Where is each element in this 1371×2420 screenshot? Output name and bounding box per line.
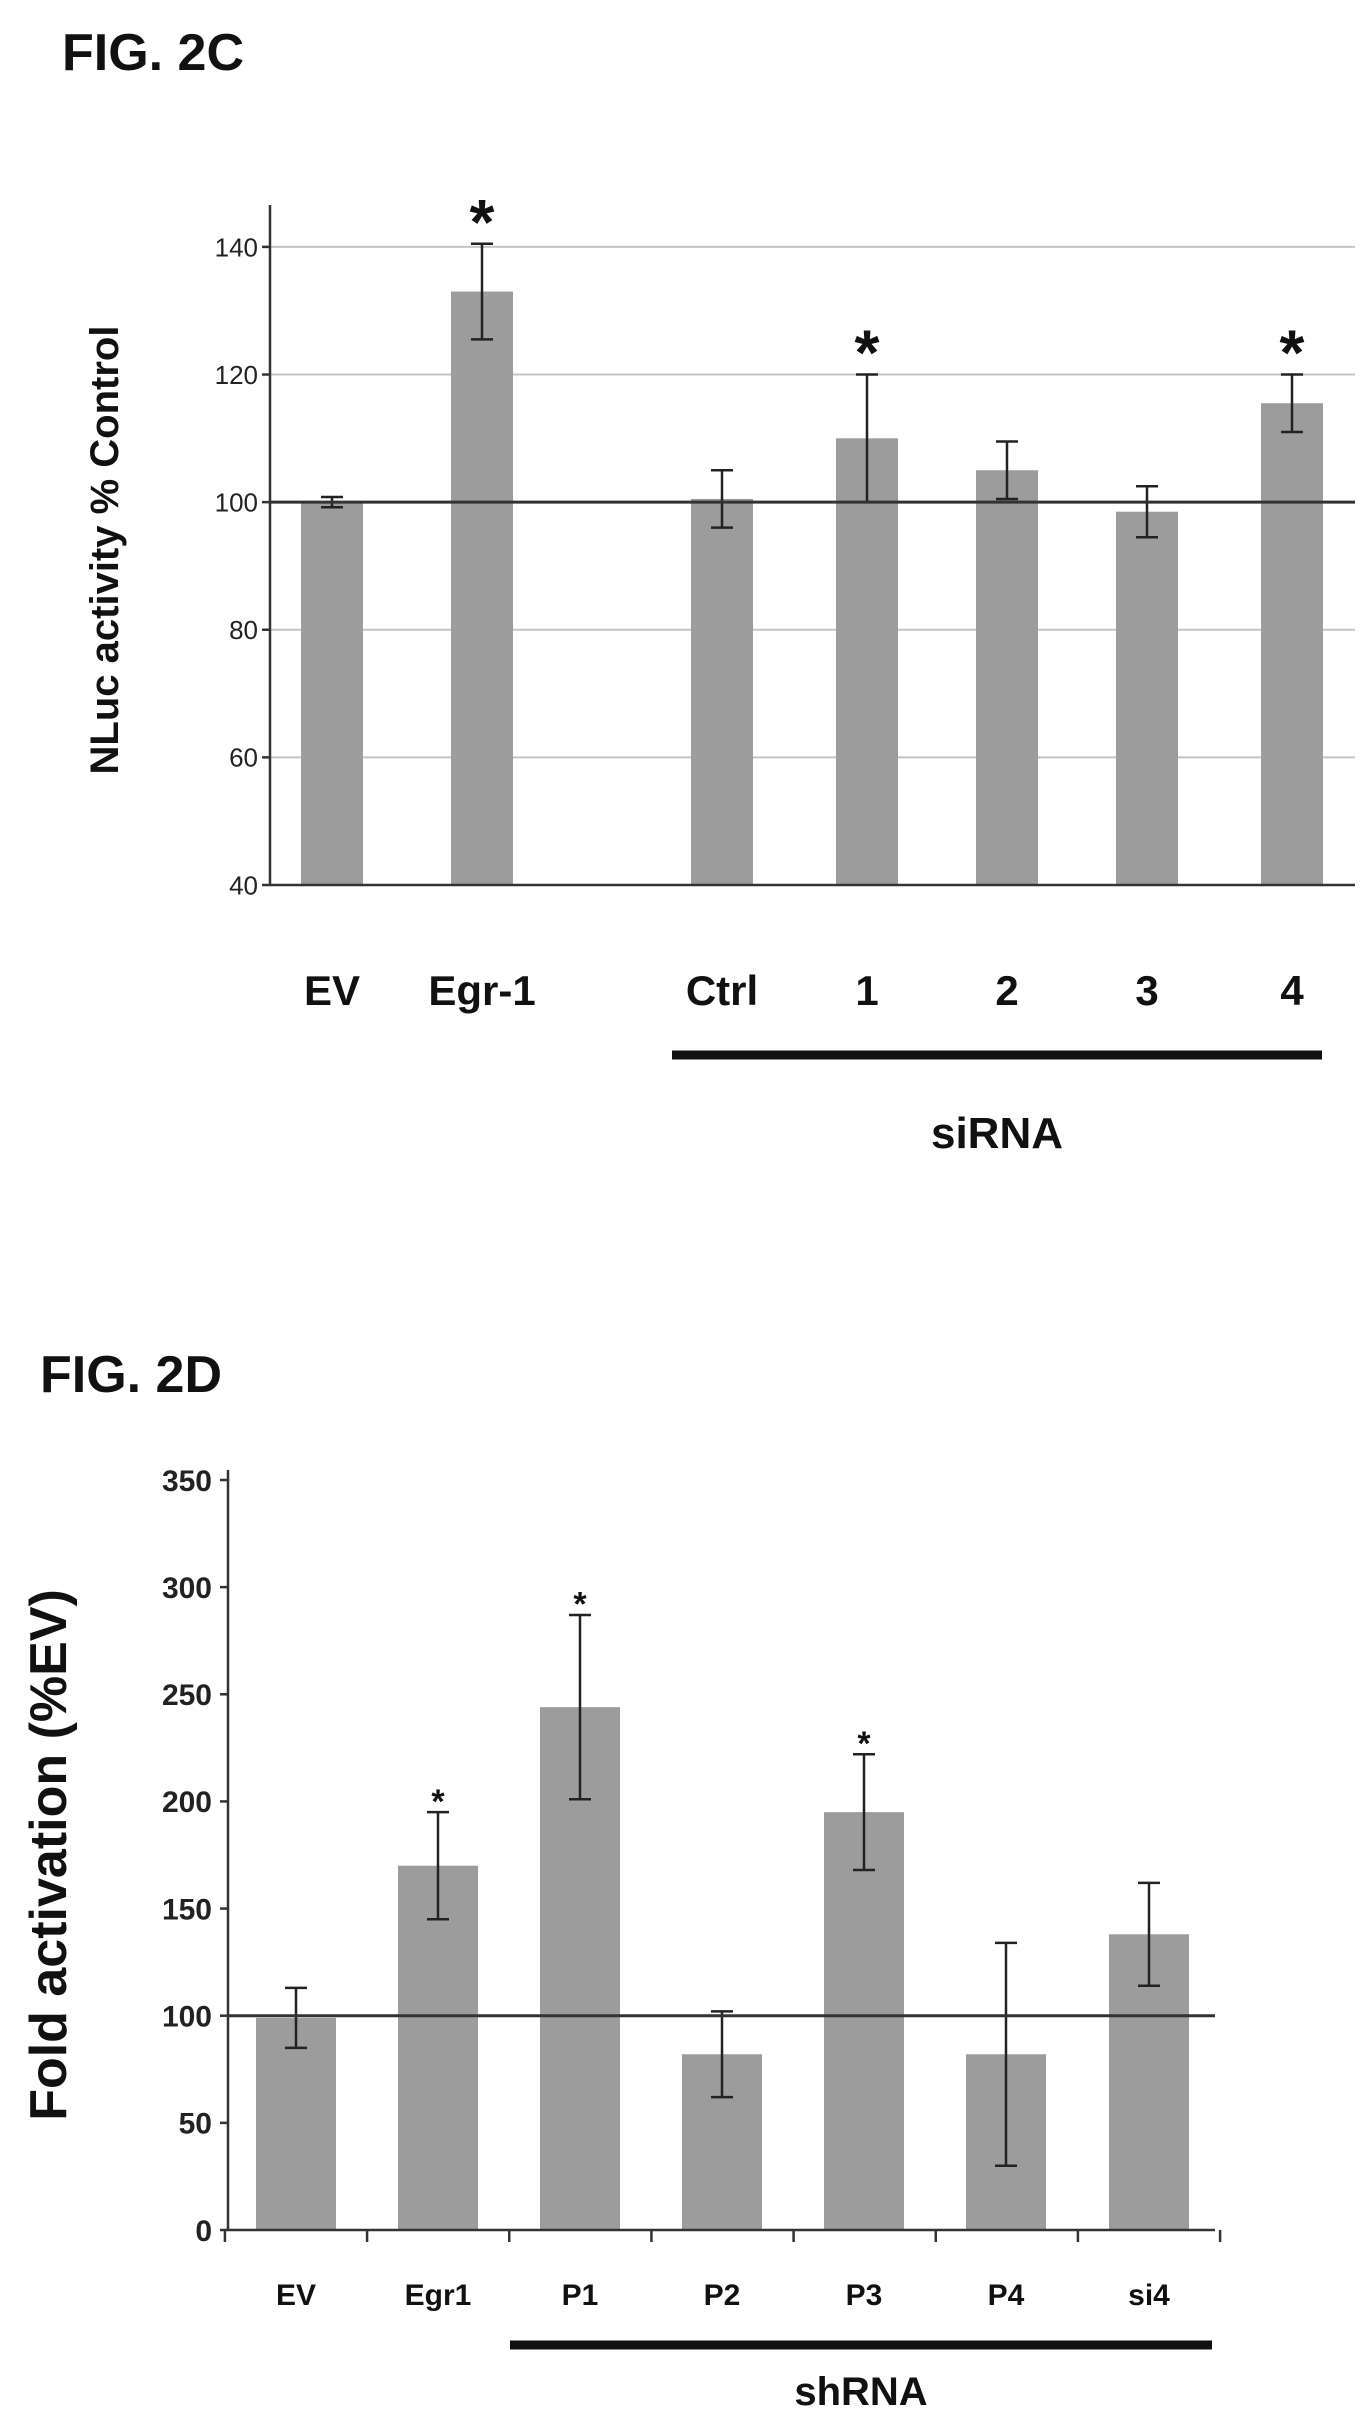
figure-2c-bar <box>836 438 898 885</box>
figure-2d-y-ticks: 0 50 100 150 200 250 300 350 <box>162 1465 228 2248</box>
figure-2c-significance-marks: * * * <box>470 186 1305 389</box>
figure-2c-y-tick-label: 120 <box>215 360 258 390</box>
figure-2c-panel: FIG. 2C NLuc activity % Control 40 60 80 10… <box>62 24 1355 1158</box>
figure-2c-error-bar <box>996 440 1018 501</box>
figure-2d-category-label: P3 <box>846 2279 883 2312</box>
figure-2c-category-label: Egr-1 <box>428 967 535 1014</box>
figure-2d-category-labels: EV Egr1 P1 P2 P3 P4 si4 <box>276 2279 1170 2312</box>
figure-2c-bar <box>1116 511 1178 885</box>
figure-2d-title: FIG. 2D <box>40 1346 222 1404</box>
figure-2d-bar <box>398 1865 478 2230</box>
figure-2d-error-bar <box>285 1986 307 2050</box>
figure-2d-y-axis-label: Fold activation (%EV) <box>20 1589 78 2121</box>
figure-2c-bars <box>301 242 1323 886</box>
figure-2c-category-label: Ctrl <box>686 967 758 1014</box>
figure-2d-bar <box>824 1812 904 2230</box>
figure-2c-bar <box>301 502 363 885</box>
figure-2c-error-bar <box>471 242 493 341</box>
figure-2d-y-tick-label: 250 <box>162 1679 212 1712</box>
figure-2d-y-tick-label: 350 <box>162 1465 212 1498</box>
figure-2c-significance-star: * <box>1280 317 1305 389</box>
figure-2d-category-label: EV <box>276 2279 316 2312</box>
figure-2c-y-tick-label: 100 <box>215 488 258 518</box>
figure-2c-y-tick-label: 140 <box>215 232 258 262</box>
figure-2d-y-tick-label: 50 <box>179 2108 212 2141</box>
figure-2d-significance-marks: * * * <box>431 1586 871 1821</box>
figure-2d-error-bar <box>853 1753 875 1872</box>
figure-2c-category-label: 4 <box>1280 967 1304 1014</box>
figure-2c-significance-star: * <box>855 317 880 389</box>
figure-2c-bar <box>691 498 753 885</box>
figure-2d-significance-star: * <box>573 1586 587 1624</box>
figure-2d-axes <box>223 1470 1222 2242</box>
figure-2d-group-bracket: shRNA <box>510 2340 1212 2414</box>
figure-2d-y-tick-label: 150 <box>162 1893 212 1926</box>
figure-2d-bar <box>256 2017 336 2230</box>
figure-2c-category-label: 1 <box>855 967 878 1014</box>
figure-2d-significance-star: * <box>431 1783 445 1821</box>
figure-2c-y-tick-label: 80 <box>229 615 258 645</box>
figure-2d-error-bar <box>1138 1881 1160 1987</box>
figure-2c-axes <box>268 205 1355 887</box>
figure-2c-category-labels: EV Egr-1 Ctrl 1 2 3 4 <box>304 967 1304 1014</box>
figure-2c-group-bracket: siRNA <box>672 1050 1322 1158</box>
figure-2d-error-bar <box>427 1810 449 1921</box>
figure-2c-y-tick-label: 40 <box>229 870 258 900</box>
figure-2d-category-label: Egr1 <box>405 2279 472 2312</box>
figure-2d-y-tick-label: 300 <box>162 1572 212 1605</box>
figure-2c-title: FIG. 2C <box>62 24 244 82</box>
figure-2d-error-bar <box>711 2010 733 2099</box>
figure-2d-significance-star: * <box>857 1725 871 1763</box>
figure-2c-error-bar <box>1136 484 1158 539</box>
figure-2d-category-label: P1 <box>562 2279 599 2312</box>
figure-2d-bars <box>256 1613 1189 2230</box>
figure-2c-category-label: EV <box>304 967 360 1014</box>
figure-2c-category-label: 3 <box>1135 967 1158 1014</box>
figure-2c-significance-star: * <box>470 186 495 258</box>
figure-2d-panel: FIG. 2D Fold activation (%EV) 0 50 100 150 2… <box>20 1346 1222 2414</box>
figure-2d-group-label: shRNA <box>794 2370 927 2414</box>
figure-2c-bar <box>451 291 513 886</box>
figure-2c-error-bar <box>711 468 733 529</box>
figure-2c-y-tick-label: 60 <box>229 743 258 773</box>
figure-2d-category-label: P4 <box>988 2279 1025 2312</box>
figure-2d-y-tick-label: 200 <box>162 1786 212 1819</box>
figure-2c-y-axis-label: NLuc activity % Control <box>83 326 127 775</box>
figure-2c-error-bar <box>1281 373 1303 434</box>
figure-2d-y-tick-label: 100 <box>162 2001 212 2034</box>
figure-2d-category-label: si4 <box>1128 2279 1170 2312</box>
figure-2c-y-ticks: 40 60 80 100 120 140 <box>215 232 270 900</box>
figure-2d-category-label: P2 <box>704 2279 741 2312</box>
figure-2c-category-label: 2 <box>995 967 1018 1014</box>
figure-2c-bar <box>1261 403 1323 885</box>
figure-2c-bar <box>976 470 1038 885</box>
figure-2d-y-tick-label: 0 <box>195 2215 212 2248</box>
figure-2c-group-label: siRNA <box>931 1109 1063 1158</box>
figure-2d-error-bar <box>995 1941 1017 2167</box>
figure-2d-error-bar <box>569 1613 591 1801</box>
